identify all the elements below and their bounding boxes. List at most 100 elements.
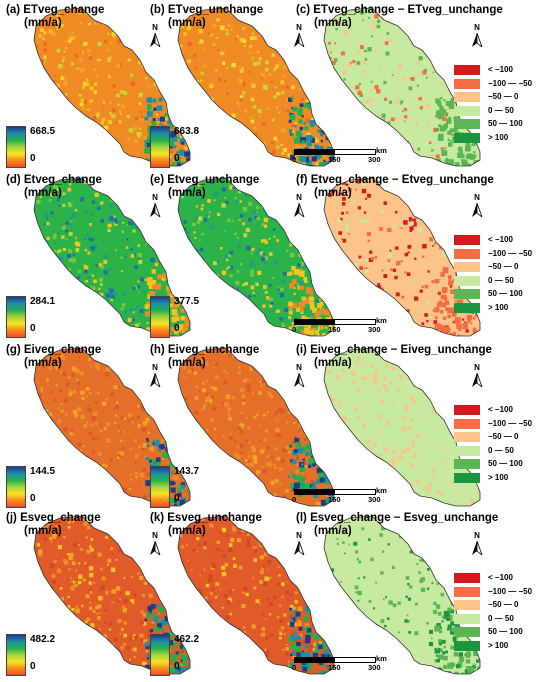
colorbar-max-label: 377.5 [174,296,200,307]
panel-title: (l) Esveg_change − Esveg_unchange (mm/a) [296,512,498,538]
legend-swatch [454,586,480,597]
north-arrow-icon: N [470,531,484,555]
scale-bar-tick: 300 [368,663,381,672]
panel-title: (e) Etveg_unchange (mm/a) [150,174,259,200]
legend-label: < −100 [488,235,513,244]
legend-swatch [454,105,480,116]
panel-unit: (mm/a) [168,187,206,199]
panel-variable: ETveg_unchange [167,4,264,16]
legend-swatch [454,432,480,442]
north-letter: N [152,193,158,202]
legend-label: −50 — 0 [488,600,519,609]
colorbar [6,634,26,676]
scale-bar-tick: 0 [292,325,297,334]
panel-unit: (mm/a) [24,357,62,369]
scale-bar-tick: 0 [292,155,297,164]
panel-label: (k) [150,512,165,524]
colorbar-min-label: 0 [30,493,36,504]
scale-bar-tick: 150 [328,495,341,504]
panel-label: (b) [150,4,165,16]
scale-bar: 0 150 300 km [292,654,387,674]
scale-bar-tick: 0 [292,495,297,504]
north-letter: N [296,363,302,372]
legend-label: 50 — 100 [488,459,523,468]
panel-label: (c) [296,4,311,16]
scale-bar-unit: km [376,486,387,495]
panel-title: (d) Etveg_change (mm/a) [6,174,102,200]
colorbar-max-label: 462.2 [174,634,200,645]
legend-label: 0 — 50 [488,613,514,623]
north-letter: N [474,23,480,32]
colorbar-min-label: 0 [30,153,36,164]
north-arrow-icon: N [292,23,306,47]
panel-variable: Eiveg_unchange [167,344,260,356]
legend-label: > 100 [488,302,509,312]
north-arrow-icon: N [292,531,306,555]
panel-label: (f) [296,174,308,186]
legend-swatch [454,132,480,143]
scale-bar-graphic [294,489,376,495]
panel-unit: (mm/a) [314,187,352,199]
panel-variable: Eiveg_change [23,344,102,356]
legend-swatch [454,275,480,286]
legend-label: 50 — 100 [488,627,523,636]
north-letter: N [296,23,302,32]
legend-label: −100 — −50 [488,586,533,596]
panel-label: (d) [6,174,21,186]
panel-variable: ETveg_change − ETveg_unchange [313,4,503,16]
legend-swatch [454,262,480,272]
legend-swatch [454,459,480,469]
map-panel-c: (c) ETveg_change − ETveg_unchange (mm/a) N… [294,2,546,168]
legend-label: −50 — 0 [488,262,519,271]
legend-swatch [454,248,480,259]
panel-variable: Eiveg_change − Eiveg_unchange [310,344,492,356]
legend-swatch [454,418,480,429]
scale-bar-tick: 150 [328,325,341,334]
north-arrow-icon: N [148,531,162,555]
panel-unit: (mm/a) [314,525,352,537]
scale-bar-tick: 150 [328,663,341,672]
panel-label: (g) [6,344,21,356]
colorbar [6,296,26,338]
panel-title: (i) Eiveg_change − Eiveg_unchange (mm/a) [296,344,492,370]
panel-variable: Etveg_unchange [167,174,260,186]
scale-bar-tick: 0 [292,663,297,672]
panel-unit: (mm/a) [24,525,62,537]
scale-bar-graphic [294,319,376,325]
scale-bar-tick: 300 [368,155,381,164]
map-panel-k: (k) Esveg_unchange (mm/a) N 462.2 0 0 150 300 km [148,510,387,676]
scale-bar: 0 150 300 km [292,316,387,336]
panel-variable: ETveg_change [23,4,105,16]
legend-label: −50 — 0 [488,92,519,101]
panel-label: (l) [296,512,307,524]
map-panel-i: (i) Eiveg_change − Eiveg_unchange (mm/a) N… [294,342,546,508]
panel-unit: (mm/a) [24,17,62,29]
colorbar-max-label: 482.2 [30,634,56,645]
legend-swatch [454,235,480,245]
colorbar-min-label: 0 [30,661,36,672]
scale-bar-tick: 300 [368,495,381,504]
map-panel-f: (f) Etveg_change − Etveg_unchange (mm/a) N… [294,172,546,338]
panel-title: (k) Esveg_unchange (mm/a) [150,512,262,538]
panel-label: (e) [150,174,165,186]
scale-bar-unit: km [376,316,387,325]
legend-label: 50 — 100 [488,119,523,128]
colorbar [6,126,26,168]
panel-label: (j) [6,512,17,524]
scale-bar-graphic [294,149,376,155]
panel-label: (a) [6,4,21,16]
scale-bar-unit: km [376,654,387,663]
region-map-b [177,7,335,167]
colorbar-min-label: 0 [174,493,180,504]
panel-variable: Etveg_change [23,174,102,186]
north-letter: N [296,531,302,540]
north-letter: N [474,193,480,202]
panel-unit: (mm/a) [314,17,352,29]
scale-bar-tick: 300 [368,325,381,334]
north-arrow-icon: N [470,363,484,387]
legend-swatch [454,65,480,75]
north-letter: N [474,363,480,372]
north-arrow-icon: N [148,363,162,387]
region-map-c [323,7,481,167]
colorbar [150,296,170,338]
